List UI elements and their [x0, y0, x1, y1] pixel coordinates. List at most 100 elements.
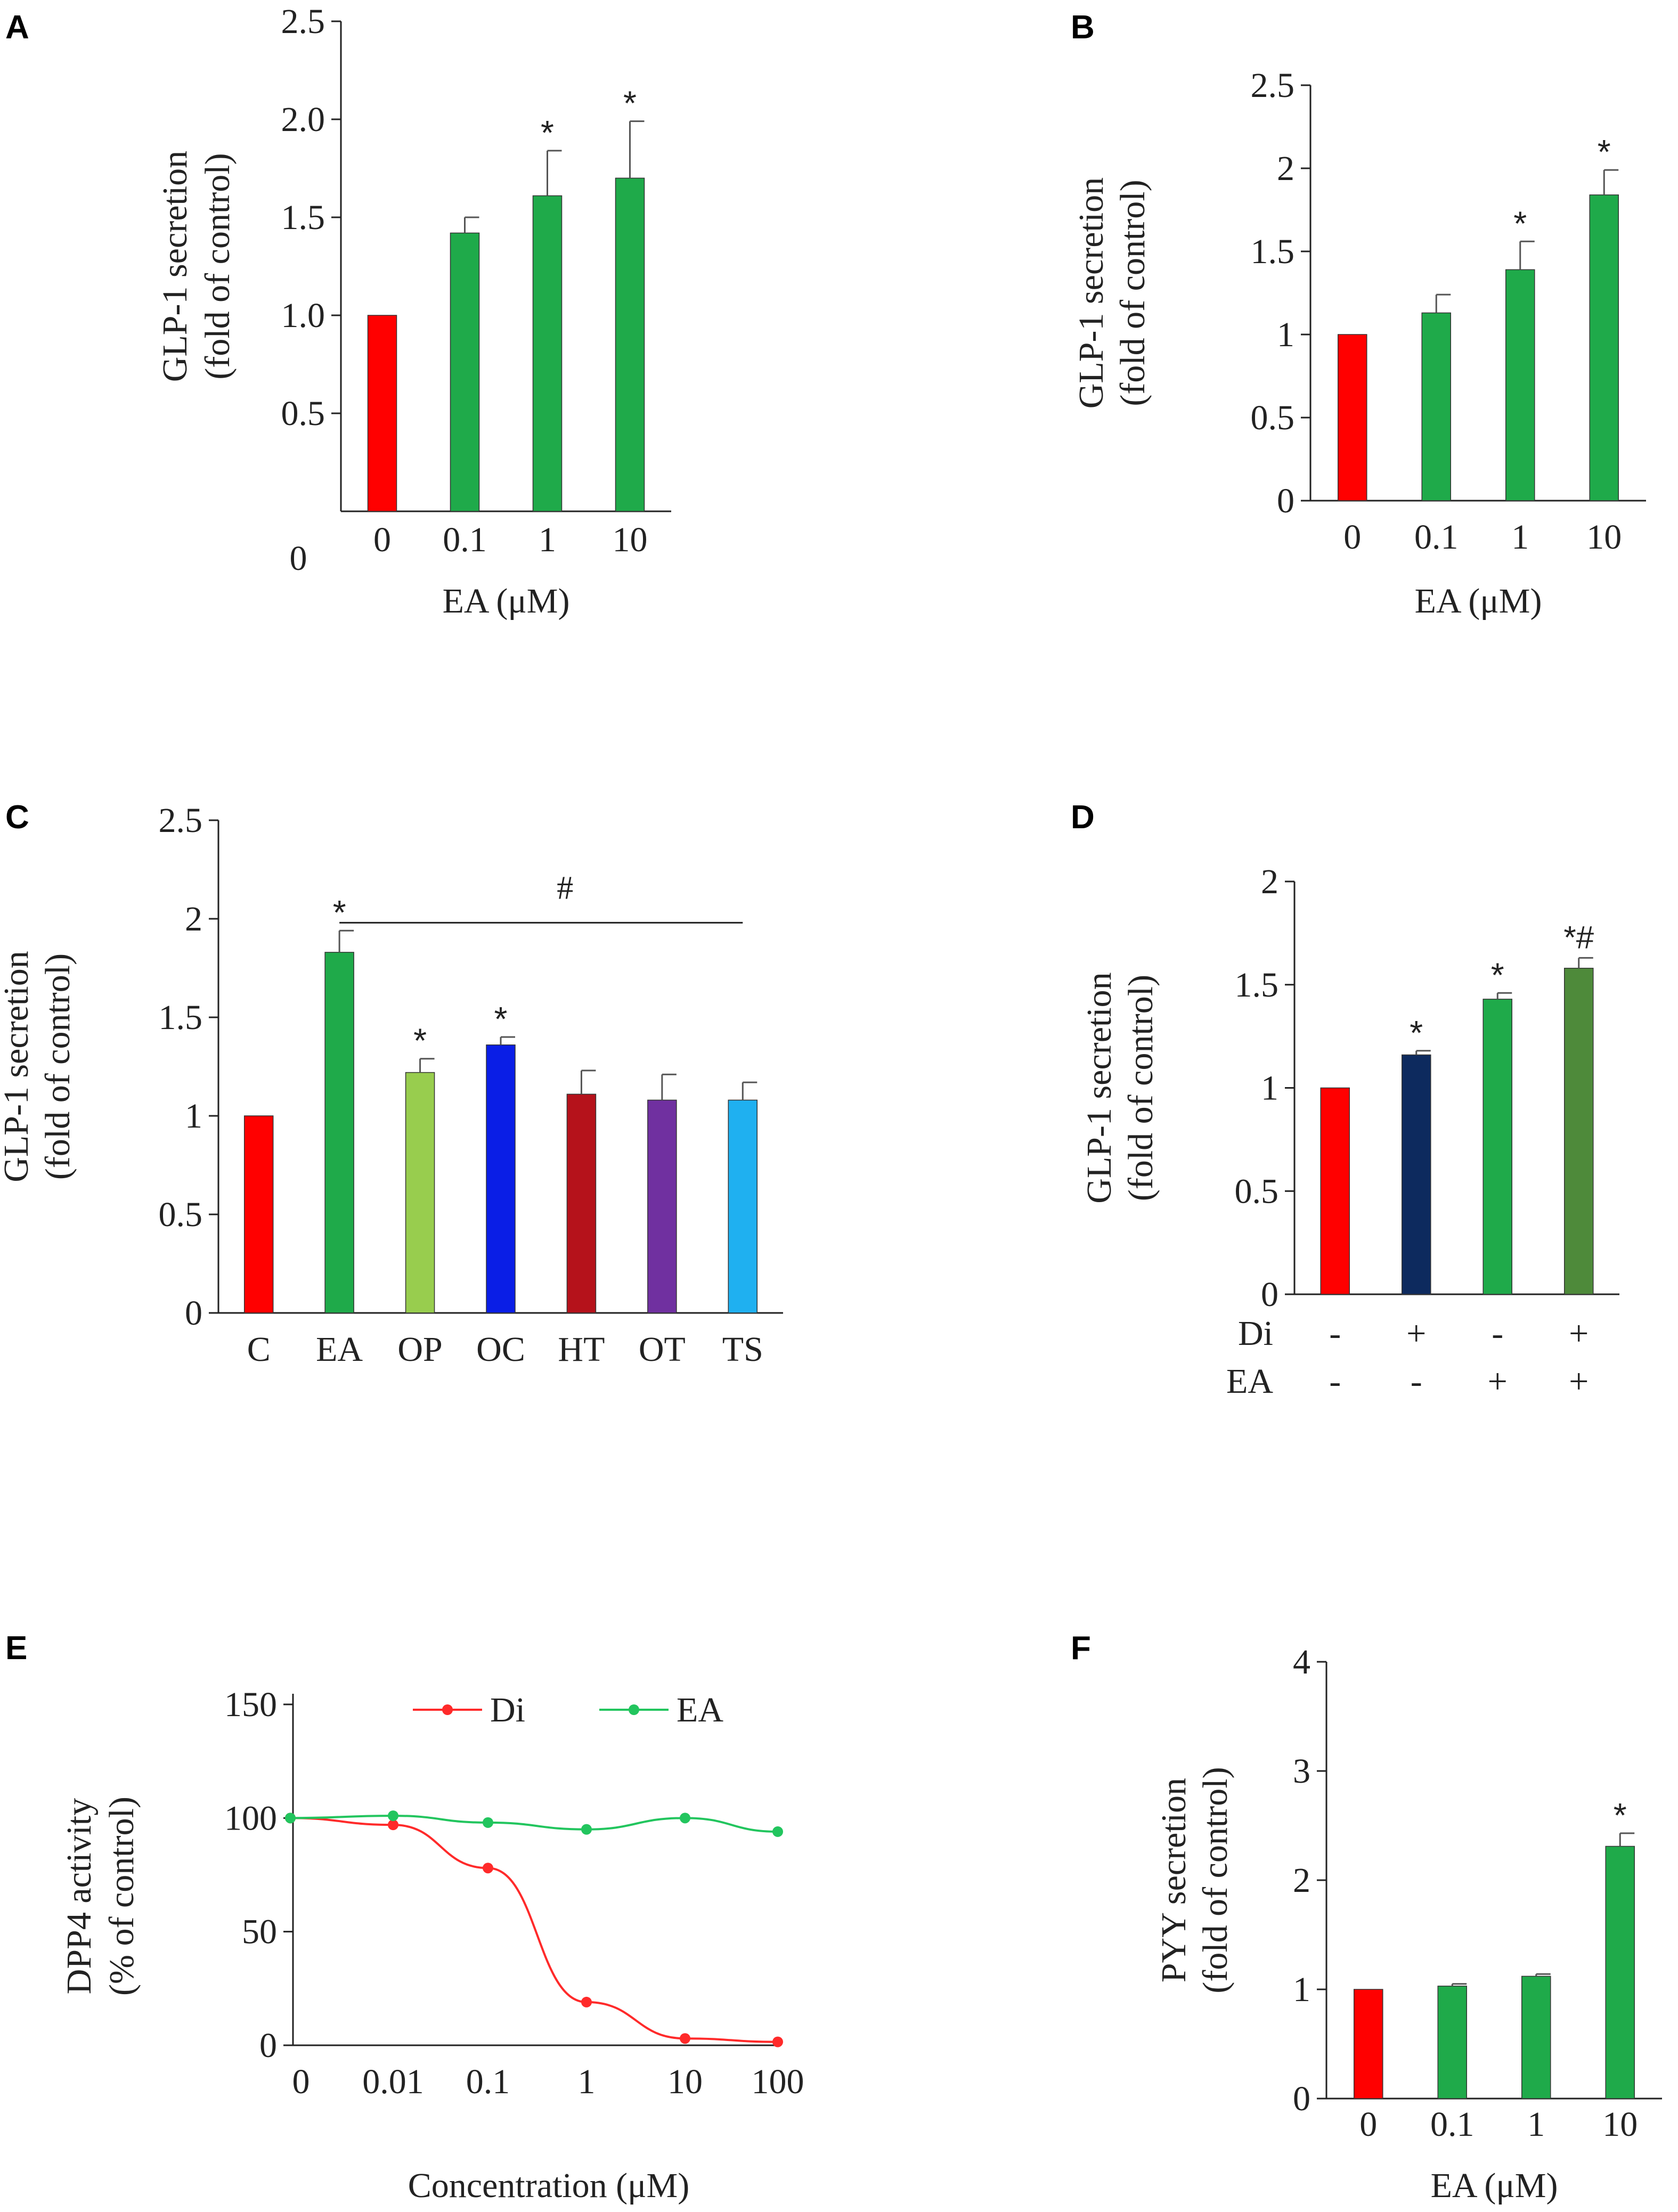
y-tick-label: 0 — [290, 539, 307, 578]
y-axis-label: DPP4 activity — [60, 1798, 99, 1995]
y-axis-sublabel: (fold of control) — [1196, 1767, 1235, 1993]
y-axis-sublabel: (fold of control) — [38, 953, 77, 1180]
bar-f-3 — [1605, 1846, 1635, 2099]
significance-mark: * — [1614, 1796, 1627, 1834]
y-axis-label: GLP-1 secretion — [156, 151, 194, 382]
panel-f: F 0 1 2 3 4 PYY secretion (fold of control) 0 0.1… — [1071, 1630, 1662, 2205]
x-tick-label: 0 — [292, 2062, 310, 2101]
panel-a: A 0 0.5 1.0 1.5 2.0 2.5 GLP-1 secretion (fold of… — [5, 2, 671, 621]
x-tick-label: 0.1 — [443, 520, 487, 559]
y-tick-label: 1 — [185, 1097, 202, 1136]
x-tick-label: 10 — [613, 520, 648, 559]
bar-c-3 — [486, 1044, 516, 1313]
y-tick-label: 1.5 — [159, 998, 203, 1037]
data-point-di — [581, 1996, 592, 2007]
panel-letter-f: F — [1071, 1630, 1091, 1667]
legend-marker — [442, 1704, 453, 1715]
legend-marker — [629, 1704, 639, 1715]
y-tick-label: 2 — [1293, 1861, 1310, 1900]
data-point-di — [483, 1863, 493, 1874]
y-tick-label: 0.5 — [281, 394, 325, 433]
bar-c-4 — [566, 1093, 597, 1313]
significance-mark: * — [1491, 956, 1504, 994]
legend-label: Di — [490, 1691, 525, 1729]
bar-b-2 — [1505, 269, 1535, 501]
panel-c: C 0 0.5 1 1.5 2 2.5 GLP-1 secretion (fold of con… — [0, 799, 783, 1369]
data-point-ea — [483, 1817, 493, 1828]
y-tick-label: 0 — [1261, 1275, 1278, 1314]
condition-sign: + — [1569, 1362, 1589, 1401]
x-axis-label: EA (μM) — [1431, 2166, 1558, 2205]
y-tick-label: 50 — [242, 1913, 277, 1952]
y-tick-label: 2 — [185, 900, 202, 938]
data-point-ea — [772, 1826, 783, 1837]
bar-a-1 — [450, 232, 480, 512]
bar-a-0 — [367, 315, 397, 512]
bar-d-3 — [1564, 968, 1594, 1295]
bar-c-6 — [728, 1099, 758, 1313]
series-line-ea — [290, 1815, 778, 1833]
y-tick-label: 2.5 — [281, 2, 325, 41]
x-tick-label: 0.1 — [466, 2062, 510, 2101]
y-axis-sublabel: (fold of control) — [1113, 179, 1152, 406]
y-tick-label: 2.0 — [281, 100, 325, 139]
x-tick-label: 1 — [1527, 2105, 1545, 2144]
significance-mark: * — [333, 893, 346, 932]
y-tick-label: 0 — [1277, 481, 1294, 520]
x-tick-label: 0.01 — [362, 2062, 424, 2101]
bar-d-0 — [1320, 1087, 1350, 1295]
significance-mark: * — [1410, 1014, 1423, 1052]
panel-letter-e: E — [5, 1630, 27, 1667]
y-tick-label: 2 — [1277, 149, 1294, 188]
panel-letter-a: A — [5, 9, 29, 46]
x-tick-label: OC — [476, 1330, 525, 1369]
condition-sign: + — [1406, 1314, 1426, 1353]
condition-sign: + — [1569, 1314, 1589, 1353]
panel-d: D 0 0.5 1 1.5 2 GLP-1 secretion (fold of contro… — [1071, 799, 1619, 1401]
y-axis-label: GLP-1 secretion — [1072, 177, 1111, 409]
significance-mark: * — [1598, 133, 1611, 171]
y-axis-sublabel: (fold of control) — [1121, 975, 1160, 1201]
panel-letter-b: B — [1071, 9, 1095, 46]
bar-d-2 — [1482, 999, 1512, 1295]
condition-sign: - — [1329, 1314, 1341, 1353]
x-tick-label: 0.1 — [1414, 518, 1459, 557]
y-tick-label: 1 — [1277, 315, 1294, 354]
y-axis-sublabel: (fold of control) — [198, 153, 237, 379]
y-tick-label: 0 — [1293, 2079, 1310, 2118]
x-axis-label: Concentration (μM) — [408, 2166, 689, 2205]
y-tick-label: 0.5 — [1235, 1172, 1279, 1211]
x-tick-label: C — [247, 1330, 271, 1369]
condition-sign: - — [1329, 1362, 1341, 1401]
legend-label: EA — [677, 1691, 723, 1729]
y-tick-label: 1 — [1293, 1970, 1310, 2009]
y-tick-label: 2 — [1261, 862, 1278, 901]
bar-b-3 — [1589, 194, 1619, 501]
bar-f-2 — [1521, 1976, 1551, 2099]
data-point-di — [772, 2036, 783, 2047]
x-tick-label: 1 — [578, 2062, 596, 2101]
y-tick-label: 1.0 — [281, 296, 325, 335]
y-tick-label: 2.5 — [1251, 66, 1295, 105]
significance-mark: * — [494, 1000, 508, 1038]
x-tick-label: 10 — [1586, 518, 1622, 557]
condition-sign: + — [1488, 1362, 1508, 1401]
condition-sign: - — [1411, 1362, 1422, 1401]
x-tick-label: 10 — [667, 2062, 703, 2101]
significance-mark: * — [623, 84, 637, 123]
data-point-di — [388, 1819, 398, 1831]
bar-a-2 — [532, 195, 563, 512]
y-tick-label: 2.5 — [159, 801, 203, 840]
x-tick-label: 10 — [1602, 2105, 1638, 2144]
y-tick-label: 0.5 — [1251, 398, 1295, 437]
data-point-ea — [680, 1813, 690, 1824]
y-tick-label: 3 — [1293, 1752, 1310, 1791]
x-tick-label: 0 — [1343, 518, 1361, 557]
x-tick-label: 0.1 — [1430, 2105, 1475, 2144]
significance-mark: * — [541, 113, 554, 152]
y-axis-label: GLP-1 secretion — [1080, 972, 1119, 1203]
bar-d-1 — [1402, 1054, 1431, 1295]
data-point-ea — [388, 1810, 398, 1822]
condition-label: Di — [1238, 1314, 1273, 1353]
